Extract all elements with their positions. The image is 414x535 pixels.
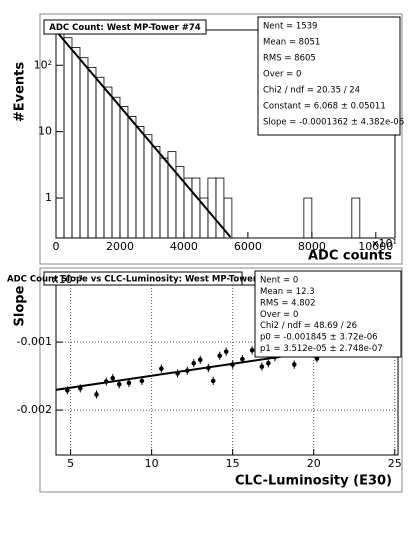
stats-box	[254, 270, 402, 358]
stats-line: Nent = 0	[260, 276, 298, 286]
stats-line: Mean = 8051	[263, 38, 320, 48]
x-tick-label: 8000	[298, 240, 326, 253]
chart-title: ADC Count: West MP-Tower #74	[49, 23, 200, 33]
data-point	[197, 357, 203, 363]
data-point	[191, 360, 197, 366]
y-axis-label: Slope	[13, 285, 28, 326]
stats-line: p0 = -0.001845 ± 3.72e-06	[260, 333, 378, 343]
histogram-bin	[303, 197, 313, 238]
x-axis-label: ADC counts	[308, 249, 392, 264]
x-tick-label: 15	[226, 457, 240, 470]
stats-box	[257, 16, 401, 136]
fit-line	[56, 30, 232, 238]
stats-line: RMS = 8605	[263, 54, 316, 64]
x-tick-label: 5	[67, 457, 74, 470]
data-point	[217, 353, 223, 359]
stats-line: Slope = -0.0001362 ± 4.382e-06	[263, 118, 404, 128]
y-tick-label: 1	[45, 191, 52, 204]
title-box	[43, 271, 243, 286]
data-point	[126, 380, 132, 386]
x-tick-label: 4000	[170, 240, 198, 253]
x-tick-label: 25	[388, 457, 402, 470]
x-tick-label: 2000	[106, 240, 134, 253]
data-point	[94, 392, 99, 397]
data-point	[110, 375, 116, 381]
x-tick-label: 10	[145, 457, 159, 470]
axis-multiplier: x10¹	[372, 237, 397, 250]
y-tick-label: 10	[38, 125, 52, 138]
stats-line: Over = 0	[263, 70, 301, 80]
x-tick-label: 10000	[358, 240, 393, 253]
histogram-bin	[223, 197, 233, 238]
data-point	[139, 378, 145, 384]
stats-line: Mean = 12.3	[260, 287, 315, 297]
axis-multiplier: x10⁻³	[52, 273, 83, 286]
x-tick-label: 20	[307, 457, 321, 470]
data-point	[159, 366, 164, 371]
plot-content	[56, 30, 361, 238]
data-point	[210, 378, 216, 384]
data-point	[249, 347, 255, 353]
stats-line: p1 = 3.512e-05 ± 2.748e-07	[260, 344, 383, 354]
data-point	[116, 381, 122, 387]
histogram-bin	[351, 197, 361, 238]
stats-line: Chi2 / ndf = 20.35 / 24	[263, 86, 360, 96]
data-point	[291, 362, 297, 367]
y-axis-label: #Events	[13, 62, 28, 123]
stats-line: Constant = 6.068 ± 0.05011	[263, 102, 386, 112]
data-point	[240, 356, 245, 362]
chart-title: ADC Count Slope vs CLC-Luminosity: West …	[7, 275, 279, 285]
y-tick-label: -0.001	[17, 335, 52, 348]
data-point	[266, 360, 271, 366]
stats-line: Over = 0	[260, 310, 298, 320]
x-tick-label: 0	[53, 240, 60, 253]
x-tick-label: 6000	[234, 240, 262, 253]
y-tick-label: 10²	[34, 58, 52, 71]
x-axis-label: CLC-Luminosity (E30)	[235, 474, 392, 489]
stats-line: Chi2 / ndf = 48.69 / 26	[260, 321, 357, 331]
y-tick-label: -0.002	[17, 403, 52, 416]
stats-line: Nent = 1539	[263, 22, 317, 32]
data-point	[259, 364, 265, 369]
title-box	[43, 19, 207, 35]
stats-line: RMS = 4.802	[260, 298, 316, 308]
data-point	[223, 349, 229, 354]
